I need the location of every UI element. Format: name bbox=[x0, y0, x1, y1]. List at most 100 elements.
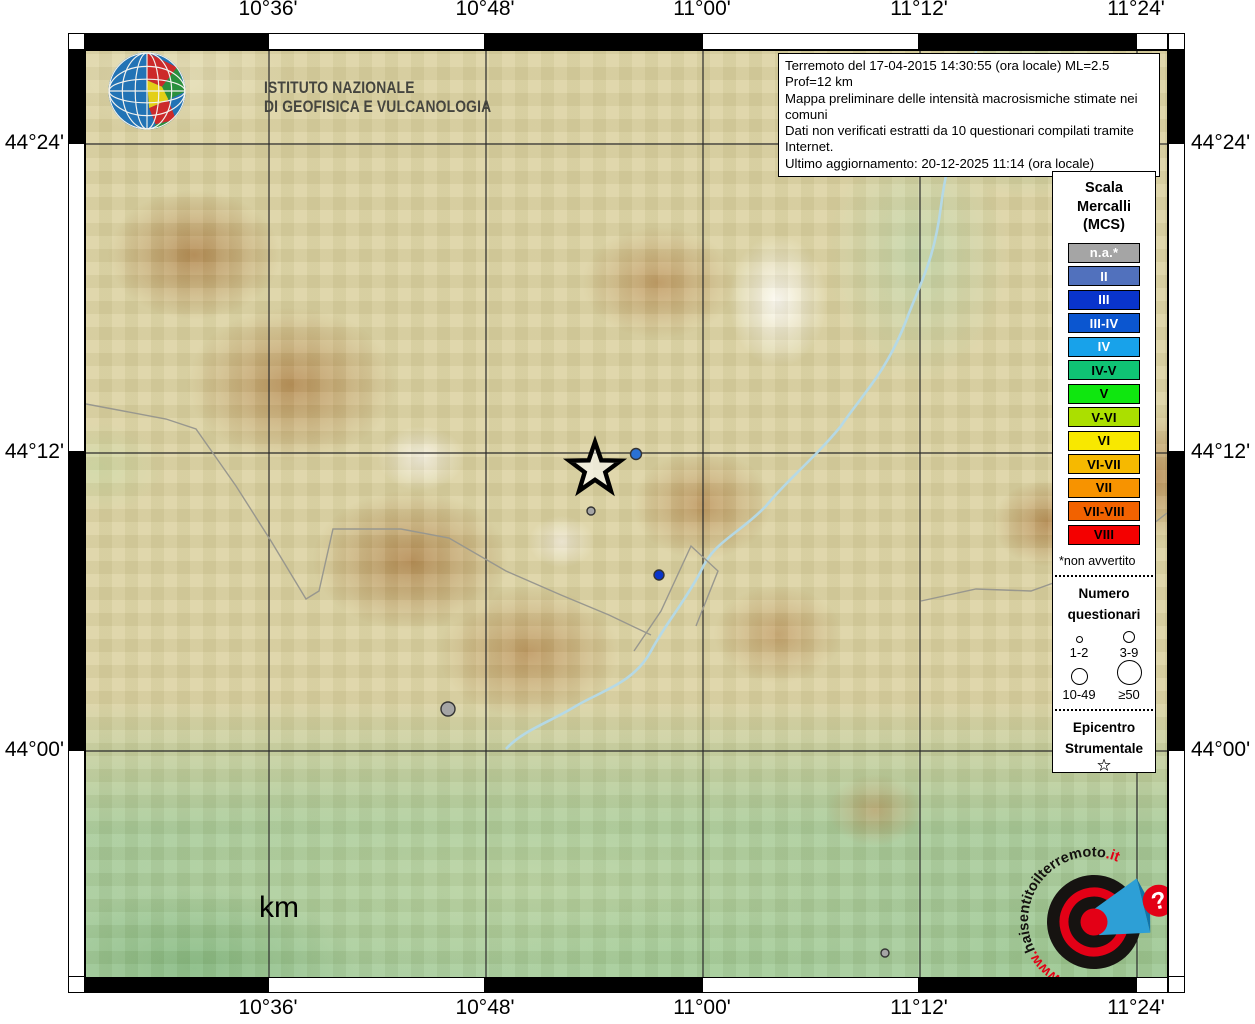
frame-segment bbox=[68, 452, 85, 750]
frame-segment bbox=[68, 50, 85, 143]
legend-separator bbox=[1055, 574, 1153, 577]
scale-bar-segments bbox=[179, 977, 319, 978]
boundary-line-wedge bbox=[633, 544, 719, 652]
axis-label-lat: 44°12' bbox=[1191, 440, 1251, 463]
questionnaire-size-label: ≥50 bbox=[1118, 686, 1140, 702]
frame-corner bbox=[68, 33, 85, 50]
ingv-globe-icon bbox=[108, 52, 186, 130]
ingv-line1: ISTITUTO NAZIONALE bbox=[264, 79, 415, 97]
axis-label-lon: 10°48' bbox=[455, 996, 515, 1019]
intensity-swatch-ii: II bbox=[1068, 266, 1140, 286]
questionnaire-size-label: 1-2 bbox=[1069, 644, 1089, 660]
question-mark-glyph: ? bbox=[1149, 886, 1168, 916]
axis-label-lat: 44°00' bbox=[1191, 738, 1251, 761]
legend-panel: Scala Mercalli (MCS) n.a.* II III III-IV IV I… bbox=[1052, 171, 1156, 773]
intensity-point bbox=[586, 506, 596, 516]
frame-segment bbox=[268, 33, 485, 50]
epicenter-star-icon bbox=[1097, 758, 1111, 771]
intensity-swatch-v: V bbox=[1068, 383, 1140, 404]
frame-segment bbox=[85, 976, 268, 993]
map-canvas: ISTITUTO NAZIONALE DI GEOFISICA E VULCAN… bbox=[85, 50, 1168, 978]
questionnaire-class: 10-49 bbox=[1054, 660, 1104, 702]
ingv-line2: DI GEOFISICA E VULCANOLOGIA bbox=[264, 98, 492, 116]
frame-segment bbox=[1136, 33, 1168, 50]
intensity-swatch-vii-viii: VII-VIII bbox=[1068, 501, 1140, 521]
intensity-swatch-vii: VII bbox=[1068, 477, 1140, 498]
questionnaire-size-label: 10-49 bbox=[1062, 686, 1096, 702]
event-info-line: Ultimo aggiornamento: 20-12-2025 11:14 (… bbox=[785, 155, 1095, 171]
intensity-swatch-viii: VIII bbox=[1068, 524, 1140, 545]
frame-segment bbox=[85, 33, 268, 50]
axis-label-lon: 11°00' bbox=[673, 0, 731, 20]
axis-label-lon: 11°00' bbox=[673, 996, 731, 1019]
frame-segment bbox=[268, 976, 485, 993]
intensity-swatch-v-vi: V-VI bbox=[1068, 407, 1140, 427]
questionnaires-title: Numero questionari bbox=[1067, 585, 1141, 622]
epicenter-star bbox=[562, 435, 628, 497]
frame-segment bbox=[1168, 143, 1185, 452]
intensity-point bbox=[629, 447, 643, 461]
frame-corner bbox=[1168, 33, 1185, 50]
event-info-line: Dati non verificati estratti da 10 quest… bbox=[785, 123, 1134, 155]
legend-title: Scala Mercalli (MCS) bbox=[1077, 180, 1131, 233]
event-info-line: Terremoto del 17-04-2015 14:30:55 (ora l… bbox=[785, 58, 1110, 90]
frame-segment bbox=[1168, 50, 1185, 143]
frame-segment bbox=[919, 976, 1136, 993]
ingv-logo-text: ISTITUTO NAZIONALE DI GEOFISICA E VULCAN… bbox=[264, 79, 491, 117]
frame-segment bbox=[919, 33, 1136, 50]
questionnaire-class: ≥50 bbox=[1104, 659, 1154, 702]
frame-segment bbox=[68, 143, 85, 452]
questionnaire-size-circle bbox=[1123, 630, 1135, 643]
river-line bbox=[505, 51, 978, 750]
intensity-swatch-iv-v: IV-V bbox=[1068, 360, 1140, 380]
legend-separator bbox=[1055, 708, 1153, 711]
terrain-pixel-grid bbox=[86, 51, 1167, 977]
frame-segment bbox=[485, 976, 702, 993]
questionnaire-class: 3-9 bbox=[1104, 630, 1154, 660]
axis-label-lat: 44°24' bbox=[1191, 131, 1251, 154]
questionnaire-size-label: 3-9 bbox=[1119, 644, 1139, 660]
intensity-point bbox=[880, 948, 890, 958]
frame-segment bbox=[485, 33, 702, 50]
axis-label-lon: 10°48' bbox=[455, 0, 515, 20]
intensity-swatch-iv: IV bbox=[1068, 336, 1140, 357]
questionnaire-size-circle bbox=[1070, 667, 1088, 685]
epicenter-legend-title: Epicentro Strumentale bbox=[1064, 719, 1144, 756]
frame-segment bbox=[702, 976, 919, 993]
intensity-swatch-iii-iv: III-IV bbox=[1068, 313, 1140, 333]
boundary-line-west bbox=[86, 403, 652, 636]
axis-label-lon: 10°36' bbox=[238, 996, 298, 1019]
questionnaire-classes: 1-2 3-9 10-49 ≥50 bbox=[1054, 630, 1154, 702]
questionnaire-size-circle bbox=[1075, 635, 1083, 643]
axis-label-lon: 11°24' bbox=[1107, 996, 1165, 1019]
map-overlay bbox=[86, 51, 1167, 977]
terrain-relief bbox=[86, 51, 1167, 977]
questionnaire-size-circle bbox=[1116, 659, 1142, 685]
haisentitoilterremoto-logo: ? www.haisentitoilterremoto.it bbox=[1004, 839, 1168, 977]
frame-segment bbox=[702, 33, 919, 50]
axis-label-lon: 11°12' bbox=[890, 996, 948, 1019]
axis-label-lon: 11°24' bbox=[1107, 0, 1165, 20]
intensity-point bbox=[440, 701, 456, 717]
intensity-swatch-iii: III bbox=[1068, 289, 1140, 310]
event-info-box: Terremoto del 17-04-2015 14:30:55 (ora l… bbox=[778, 53, 1160, 178]
intensity-scale: n.a.* II III III-IV IV IV-V V V-VI VI VI-VII VII VI… bbox=[1068, 242, 1140, 545]
questionnaire-class: 1-2 bbox=[1054, 631, 1104, 660]
intensity-point bbox=[653, 569, 665, 581]
axis-label-lat: 44°00' bbox=[4, 738, 64, 761]
intensity-swatch-vi-vii: VI-VII bbox=[1068, 454, 1140, 474]
axis-label-lat: 44°12' bbox=[4, 440, 64, 463]
axis-label-lat: 44°24' bbox=[4, 131, 64, 154]
frame-segment bbox=[1136, 976, 1168, 993]
frame-corner bbox=[68, 976, 85, 993]
question-mark-icon bbox=[1142, 884, 1167, 917]
axis-label-lon: 11°12' bbox=[890, 0, 948, 20]
intensity-swatch-n-a-: n.a.* bbox=[1068, 242, 1140, 263]
intensity-swatch-vi: VI bbox=[1068, 430, 1140, 451]
ingv-logo: ISTITUTO NAZIONALE DI GEOFISICA E VULCAN… bbox=[96, 51, 496, 173]
legend-footnote: *non avvertito bbox=[1059, 553, 1136, 568]
intensity-points bbox=[440, 447, 890, 958]
frame-segment bbox=[1168, 750, 1185, 978]
axis-label-lon: 10°36' bbox=[238, 0, 298, 20]
